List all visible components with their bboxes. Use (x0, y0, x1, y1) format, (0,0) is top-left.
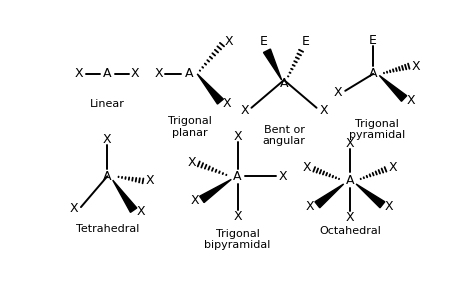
Text: X: X (306, 200, 315, 213)
Text: Tetrahedral: Tetrahedral (76, 224, 139, 234)
Text: X: X (146, 174, 154, 188)
Text: X: X (278, 170, 287, 183)
Text: X: X (319, 104, 328, 117)
Text: X: X (407, 94, 415, 107)
Text: X: X (191, 194, 199, 208)
Text: E: E (260, 35, 268, 48)
Text: E: E (302, 35, 310, 48)
Text: X: X (154, 67, 163, 80)
Text: X: X (103, 133, 111, 146)
Text: X: X (70, 202, 78, 215)
Text: A: A (103, 170, 111, 183)
Polygon shape (197, 74, 223, 104)
Polygon shape (264, 49, 282, 80)
Text: A: A (233, 170, 242, 183)
Polygon shape (315, 184, 344, 208)
Text: E: E (369, 34, 377, 47)
Text: Trigonal
bipyramidal: Trigonal bipyramidal (204, 229, 271, 250)
Text: A: A (185, 67, 194, 80)
Text: X: X (233, 130, 242, 143)
Text: X: X (223, 97, 232, 110)
Text: X: X (233, 210, 242, 223)
Text: A: A (103, 67, 111, 80)
Text: X: X (187, 156, 196, 169)
Text: X: X (225, 35, 233, 48)
Text: A: A (280, 77, 288, 90)
Polygon shape (356, 184, 385, 208)
Text: X: X (137, 205, 145, 218)
Text: A: A (369, 67, 377, 80)
Text: Bent or
angular: Bent or angular (263, 125, 305, 146)
Text: X: X (346, 137, 354, 150)
Polygon shape (113, 180, 137, 212)
Text: Linear: Linear (90, 98, 125, 109)
Text: X: X (131, 67, 139, 80)
Text: X: X (346, 211, 354, 224)
Text: X: X (240, 104, 249, 117)
Text: A: A (346, 174, 354, 187)
Text: Trigonal
pyramidal: Trigonal pyramidal (349, 118, 405, 140)
Text: X: X (334, 86, 343, 99)
Text: X: X (385, 200, 394, 213)
Text: Octahedral: Octahedral (319, 226, 381, 236)
Text: Trigonal
planar: Trigonal planar (167, 116, 211, 138)
Polygon shape (200, 179, 231, 202)
Text: X: X (303, 161, 311, 174)
Polygon shape (379, 75, 407, 101)
Text: X: X (75, 67, 84, 80)
Text: X: X (411, 60, 420, 73)
Text: X: X (388, 161, 397, 174)
